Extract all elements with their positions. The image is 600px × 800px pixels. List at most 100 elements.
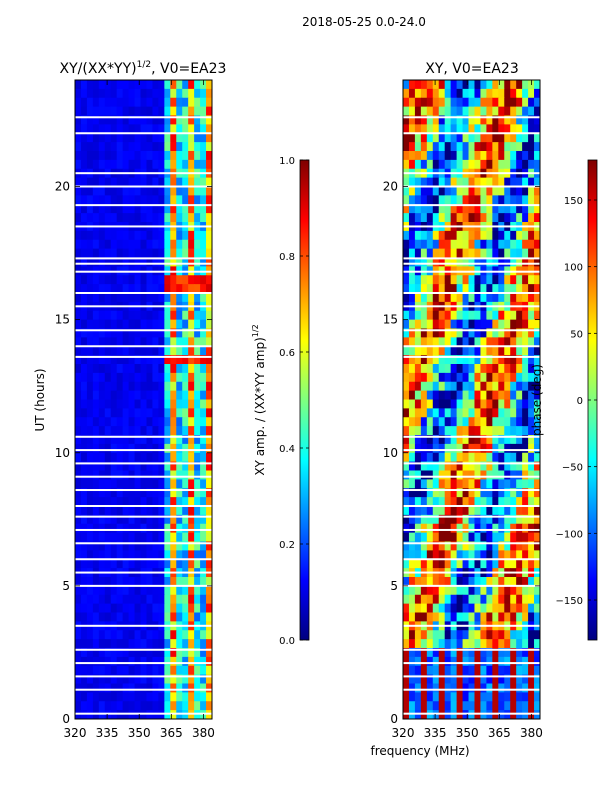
heatmap-cell [75, 443, 82, 454]
heatmap-cell [170, 230, 177, 241]
heatmap-cell [92, 337, 100, 347]
heatmap-cell [164, 559, 171, 569]
heatmap-cell [164, 514, 171, 525]
heatmap-cell [98, 470, 106, 480]
heatmap-cell [414, 674, 422, 685]
heatmap-cell [534, 674, 540, 685]
heatmap-cell [403, 603, 410, 614]
heatmap-cell [158, 88, 165, 99]
heatmap-cell [134, 665, 142, 676]
heatmap-cell [140, 204, 148, 214]
heatmap-cell [104, 665, 112, 676]
heatmap-cell [456, 488, 464, 498]
heatmap-cell [474, 115, 482, 125]
heatmap-cell [522, 124, 529, 134]
heatmap-cell [75, 399, 82, 409]
heatmap-cell [522, 390, 529, 401]
heatmap-cell [462, 612, 470, 622]
heatmap-cell [98, 80, 106, 90]
heatmap-cell [444, 239, 452, 250]
heatmap-cell [206, 674, 212, 685]
heatmap-cell [140, 701, 148, 711]
heatmap-cell [522, 88, 529, 99]
heatmap-cell [152, 559, 159, 569]
heatmap-cell [450, 399, 458, 409]
heatmap-cell [486, 559, 493, 569]
heatmap-cell [492, 479, 499, 489]
heatmap-cell [194, 319, 201, 330]
heatmap-cell [206, 603, 212, 614]
heatmap-cell [152, 284, 159, 294]
heatmap-cell [194, 177, 201, 188]
heatmap-cell [403, 426, 410, 436]
heatmap-cell [492, 514, 499, 525]
heatmap-cell [444, 683, 452, 693]
heatmap-cell [128, 426, 136, 436]
heatmap-cell [140, 310, 148, 321]
heatmap-cell [164, 479, 171, 489]
heatmap-cell [176, 284, 183, 294]
heatmap-cell [122, 674, 130, 685]
heatmap-cell [188, 133, 195, 143]
heatmap-cell [122, 648, 130, 658]
heatmap-cell [534, 426, 540, 436]
heatmap-cell [152, 177, 159, 188]
heatmap-cell [420, 408, 428, 418]
heatmap-cell [158, 80, 165, 90]
heatmap-cell [158, 248, 165, 259]
heatmap-cell [164, 337, 171, 347]
heatmap-cell [510, 514, 517, 525]
heatmap-cell [104, 408, 112, 418]
heatmap-cell [140, 372, 148, 383]
heatmap-cell [206, 142, 212, 152]
heatmap-cell [403, 372, 410, 383]
heatmap-cell [450, 142, 458, 152]
heatmap-cell [522, 523, 529, 534]
heatmap-cell [128, 239, 136, 250]
heatmap-cell [134, 133, 142, 143]
heatmap-cell [462, 443, 470, 454]
heatmap-cell [110, 426, 118, 436]
heatmap-cell [474, 239, 482, 250]
heatmap-cell [516, 124, 523, 134]
heatmap-cell [444, 470, 452, 480]
heatmap-cell [432, 532, 440, 543]
heatmap-cell [420, 275, 428, 285]
heatmap-cell [510, 443, 517, 454]
heatmap-cell [498, 532, 505, 543]
heatmap-cell [75, 151, 82, 161]
heatmap-cell [426, 213, 434, 223]
heatmap-cell [128, 532, 136, 543]
heatmap-cell [128, 585, 136, 596]
heatmap-cell [498, 151, 505, 161]
heatmap-cell [426, 692, 434, 702]
heatmap-cell [403, 159, 410, 170]
heatmap-cell [408, 559, 416, 569]
heatmap-cell [504, 532, 511, 543]
heatmap-cell [128, 417, 136, 427]
heatmap-gap [403, 489, 540, 492]
heatmap-cell [510, 523, 517, 534]
heatmap-cell [462, 656, 470, 667]
heatmap-cell [98, 408, 106, 418]
heatmap-cell [104, 648, 112, 658]
heatmap-cell [122, 186, 130, 196]
heatmap-cell [75, 115, 82, 125]
heatmap-cell [486, 106, 493, 117]
heatmap-cell [80, 257, 88, 267]
heatmap-cell [432, 497, 440, 507]
heatmap-cell [480, 488, 487, 498]
heatmap-gap [403, 305, 540, 308]
heatmap-cell [152, 133, 159, 143]
heatmap-cell [170, 204, 177, 214]
heatmap-cell [504, 514, 511, 525]
heatmap-cell [116, 88, 124, 99]
heatmap-cell [152, 230, 159, 241]
colorbar2-tick-label: −100 [556, 529, 583, 540]
heatmap-cell [516, 550, 523, 560]
heatmap-cell [75, 648, 82, 658]
heatmap-cell [158, 390, 165, 401]
heatmap-cell [462, 506, 470, 516]
heatmap-cell [408, 293, 416, 303]
heatmap-cell [403, 319, 410, 330]
